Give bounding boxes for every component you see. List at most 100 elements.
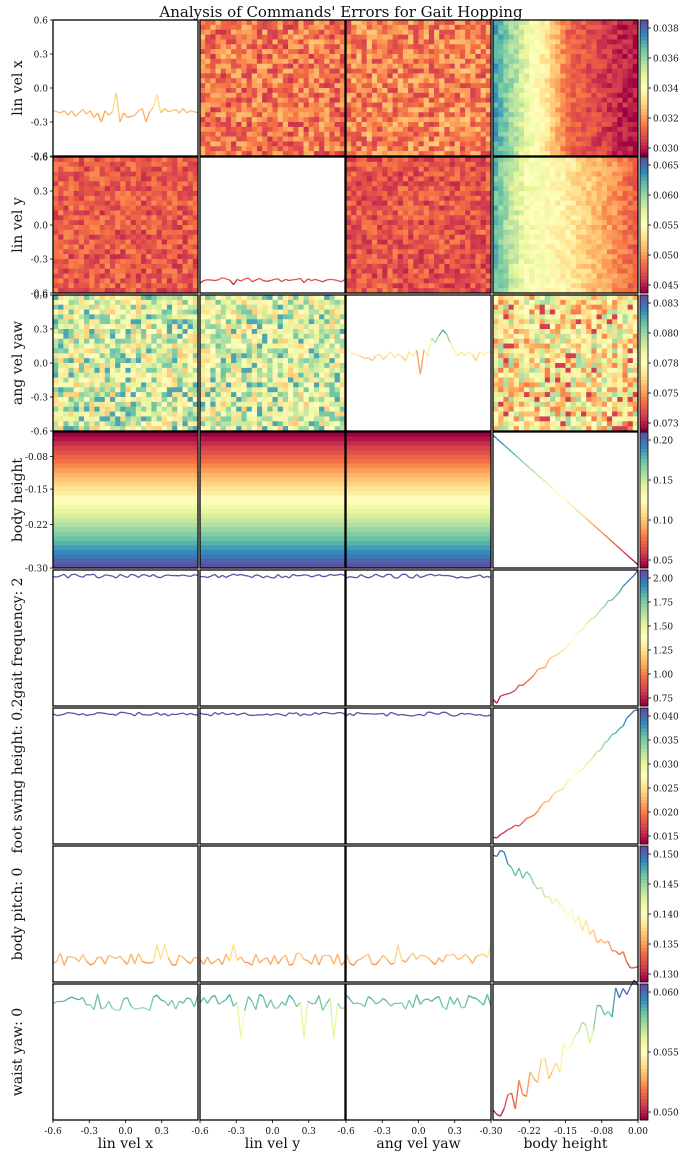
heatmap-cell — [356, 166, 362, 172]
heatmap-cell — [575, 181, 582, 187]
heatmap-cell — [498, 254, 504, 260]
heatmap-cell — [601, 29, 608, 35]
heatmap-cell — [622, 181, 628, 187]
heatmap-cell — [68, 392, 75, 398]
heatmap-cell — [200, 83, 206, 89]
heatmap-cell — [513, 195, 520, 202]
heatmap-cell — [99, 314, 106, 320]
heatmap-cell — [503, 181, 509, 187]
heatmap-cell — [449, 210, 456, 216]
heatmap-cell — [508, 78, 515, 84]
heatmap-cell — [267, 73, 273, 79]
heatmap-cell — [596, 225, 603, 231]
heatmap-cell — [387, 54, 393, 60]
heatmap-cell — [130, 283, 137, 289]
heatmap-cell — [606, 215, 613, 221]
heatmap-cell — [387, 215, 393, 221]
heatmap-cell — [632, 20, 639, 26]
heatmap-cell — [444, 63, 450, 69]
heatmap-cell — [339, 107, 346, 113]
heatmap-cell — [560, 39, 566, 45]
heatmap-cell — [459, 131, 466, 137]
heatmap-cell — [632, 220, 639, 226]
heatmap-cell — [58, 353, 64, 359]
heatmap-cell — [627, 205, 634, 211]
heatmap-cell — [334, 146, 341, 152]
heatmap-cell — [346, 83, 352, 89]
heatmap-cell — [68, 416, 75, 422]
heatmap-cell — [84, 263, 90, 270]
heatmap-cell — [518, 151, 525, 157]
heatmap-cell — [570, 225, 577, 231]
heatmap-cell — [555, 210, 561, 216]
heatmap-cell — [470, 83, 476, 89]
heatmap-cell — [109, 268, 116, 274]
heatmap-cell — [397, 131, 404, 137]
heatmap-cell — [371, 225, 378, 231]
heatmap-cell — [361, 283, 368, 289]
heatmap-cell — [575, 215, 582, 221]
heatmap-cell — [418, 126, 425, 133]
heatmap-cell — [84, 239, 90, 245]
heatmap-cell — [397, 58, 404, 65]
heatmap-cell — [612, 92, 618, 99]
heatmap-cell — [84, 171, 90, 177]
heatmap-cell — [596, 215, 603, 221]
heatmap-cell — [94, 372, 100, 378]
heatmap-cell — [231, 78, 237, 84]
heatmap-cell — [444, 176, 450, 182]
heatmap-cell — [402, 171, 409, 177]
heatmap-cell — [444, 34, 450, 40]
heatmap-cell — [485, 254, 492, 260]
heatmap-cell — [68, 263, 75, 270]
heatmap-cell — [324, 151, 330, 157]
heatmap-cell — [480, 146, 487, 152]
heatmap-cell — [449, 63, 456, 69]
heatmap-cell — [612, 215, 618, 221]
heatmap-cell — [272, 122, 279, 128]
heatmap-cell — [503, 161, 509, 168]
heatmap-cell — [529, 288, 535, 294]
heatmap-cell — [444, 157, 450, 163]
heatmap-cell — [177, 288, 183, 294]
heatmap-cell — [518, 146, 525, 152]
heatmap-cell — [251, 34, 258, 40]
heatmap-cell — [475, 39, 481, 45]
heatmap-cell — [177, 273, 183, 279]
heatmap-cell — [246, 88, 253, 94]
heatmap-cell — [377, 273, 383, 279]
heatmap-cell — [622, 205, 628, 211]
heatmap-cell — [591, 254, 597, 260]
heatmap-cell — [581, 141, 587, 147]
heatmap-cell — [612, 88, 618, 94]
heatmap-cell — [241, 92, 247, 99]
heatmap-cell — [282, 39, 289, 45]
heatmap-cell — [470, 107, 476, 113]
heatmap-cell — [73, 324, 80, 330]
heatmap-cell — [63, 176, 69, 182]
heatmap-cell — [508, 176, 515, 182]
heatmap-cell — [182, 229, 188, 236]
heatmap-cell — [493, 195, 499, 202]
heatmap-cell — [565, 210, 572, 216]
heatmap-cell — [402, 151, 409, 157]
heatmap-cell — [125, 181, 132, 187]
heatmap-cell — [606, 78, 613, 84]
heatmap-cell — [565, 34, 572, 40]
heatmap-cell — [166, 268, 173, 274]
heatmap-cell — [423, 83, 430, 89]
heatmap-cell — [392, 39, 399, 45]
heatmap-cell — [277, 78, 284, 84]
heatmap-cell — [612, 229, 618, 236]
heatmap-cell — [485, 107, 492, 113]
heatmap-cell — [534, 215, 540, 221]
heatmap-cell — [53, 416, 59, 422]
heatmap-cell — [560, 34, 566, 40]
heatmap-cell — [68, 259, 75, 265]
heatmap-cell — [586, 131, 592, 137]
heatmap-cell — [408, 254, 414, 260]
heatmap-cell — [397, 39, 404, 45]
heatmap-cell — [146, 191, 152, 197]
heatmap-cell — [601, 205, 608, 211]
heatmap-cell — [459, 166, 466, 172]
